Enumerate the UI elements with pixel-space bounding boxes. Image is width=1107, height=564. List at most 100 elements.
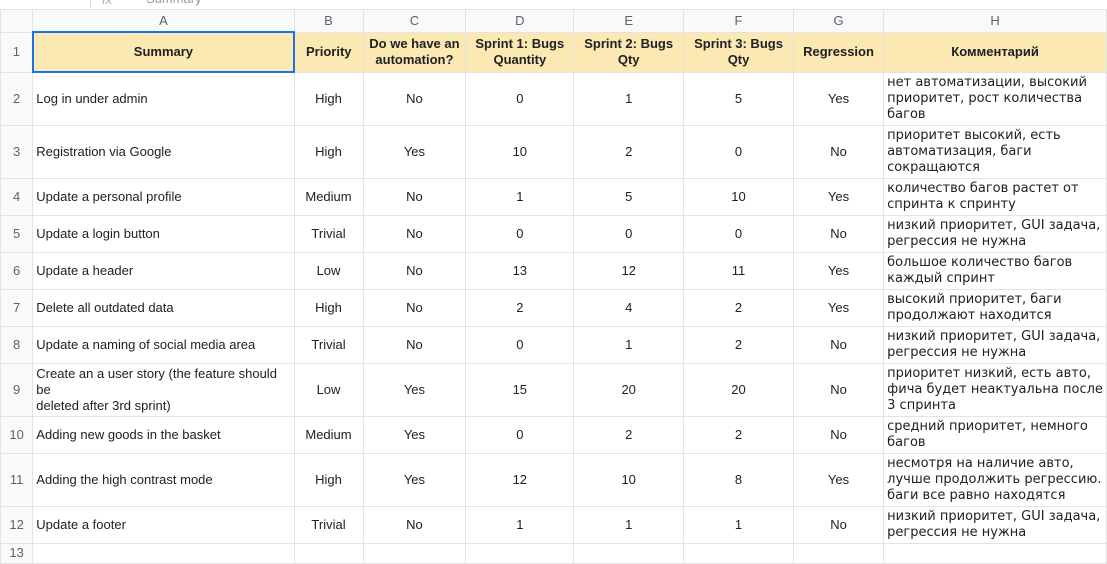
cell-sprint3-bugs[interactable]: 2	[683, 415, 794, 454]
row-header[interactable]: 9	[0, 362, 34, 417]
row-header[interactable]: 2	[0, 71, 34, 126]
cell-sprint3-bugs[interactable]: 2	[683, 325, 794, 364]
cell-automation[interactable]: Yes	[362, 415, 467, 454]
cell-priority[interactable]: High	[293, 124, 364, 179]
row-header[interactable]: 1	[0, 31, 34, 73]
header-cell-regression[interactable]: Regression	[792, 31, 885, 73]
cell-regression[interactable]: Yes	[792, 251, 885, 290]
cell-sprint1-bugs[interactable]: 0	[465, 325, 575, 364]
cell-summary[interactable]: Create an a user story (the feature shou…	[32, 362, 295, 417]
cell-sprint2-bugs[interactable]: 10	[573, 452, 685, 507]
cell-priority[interactable]: High	[293, 71, 364, 126]
cell-automation[interactable]: No	[362, 251, 467, 290]
cell-priority[interactable]	[293, 542, 364, 564]
name-box[interactable]	[0, 0, 91, 8]
row-header[interactable]: 13	[0, 542, 34, 564]
cell-regression[interactable]: Yes	[792, 177, 885, 216]
cell-sprint2-bugs[interactable]: 1	[573, 71, 685, 126]
row-header[interactable]: 11	[0, 452, 34, 507]
cell-automation[interactable]: No	[362, 288, 467, 327]
cell-sprint3-bugs[interactable]: 0	[683, 124, 794, 179]
cell-sprint3-bugs[interactable]: 2	[683, 288, 794, 327]
cell-sprint1-bugs[interactable]: 12	[465, 452, 575, 507]
cell-sprint1-bugs[interactable]: 0	[465, 214, 575, 253]
cell-summary[interactable]: Update a footer	[32, 505, 295, 544]
column-header-b[interactable]: B	[293, 9, 364, 33]
cell-sprint3-bugs[interactable]: 11	[683, 251, 794, 290]
cell-sprint2-bugs[interactable]: 20	[573, 362, 685, 417]
cell-automation[interactable]: No	[362, 214, 467, 253]
cell-priority[interactable]: Low	[293, 362, 364, 417]
cell-regression[interactable]: No	[792, 325, 885, 364]
cell-comment[interactable]: низкий приоритет, GUI задача, регрессия н…	[883, 325, 1107, 364]
cell-sprint3-bugs[interactable]: 0	[683, 214, 794, 253]
row-header[interactable]: 12	[0, 505, 34, 544]
cell-summary[interactable]: Adding the high contrast mode	[32, 452, 295, 507]
cell-comment[interactable]: средний приоритет, немного багов	[883, 415, 1107, 454]
cell-summary[interactable]: Update a naming of social media area	[32, 325, 295, 364]
cell-sprint2-bugs[interactable]: 1	[573, 325, 685, 364]
cell-regression[interactable]: No	[792, 362, 885, 417]
cell-regression[interactable]	[792, 542, 885, 564]
row-header[interactable]: 7	[0, 288, 34, 327]
cell-summary[interactable]	[32, 542, 295, 564]
cell-comment[interactable]: низкий приоритет, GUI задача, регрессия н…	[883, 214, 1107, 253]
cell-comment[interactable]: нет автоматизации, высокий приоритет, рос…	[883, 71, 1107, 126]
formula-input[interactable]: Summary	[146, 0, 202, 6]
cell-sprint2-bugs[interactable]: 5	[573, 177, 685, 216]
cell-priority[interactable]: High	[293, 288, 364, 327]
cell-automation[interactable]: No	[362, 325, 467, 364]
cell-sprint1-bugs[interactable]: 13	[465, 251, 575, 290]
cell-sprint2-bugs[interactable]	[573, 542, 685, 564]
column-header-e[interactable]: E	[573, 9, 685, 33]
row-header[interactable]: 8	[0, 325, 34, 364]
cell-sprint2-bugs[interactable]: 0	[573, 214, 685, 253]
cell-sprint2-bugs[interactable]: 1	[573, 505, 685, 544]
cell-regression[interactable]: Yes	[792, 288, 885, 327]
cell-summary[interactable]: Update a header	[32, 251, 295, 290]
cell-comment[interactable]: количество багов растет от спринта к спри…	[883, 177, 1107, 216]
cell-priority[interactable]: Trivial	[293, 214, 364, 253]
header-cell-automation[interactable]: Do we have an automation?	[362, 31, 467, 73]
cell-automation[interactable]: No	[362, 177, 467, 216]
cell-comment[interactable]: большое количество багов каждый спринт	[883, 251, 1107, 290]
row-header[interactable]: 5	[0, 214, 34, 253]
row-header[interactable]: 3	[0, 124, 34, 179]
cell-comment[interactable]: высокий приоритет, баги продолжают находи…	[883, 288, 1107, 327]
cell-regression[interactable]: Yes	[792, 452, 885, 507]
cell-sprint1-bugs[interactable]: 10	[465, 124, 575, 179]
cell-regression[interactable]: No	[792, 505, 885, 544]
cell-comment[interactable]: приоритет высокий, есть автоматизация, ба…	[883, 124, 1107, 179]
cell-sprint1-bugs[interactable]: 1	[465, 177, 575, 216]
cell-priority[interactable]: Trivial	[293, 505, 364, 544]
cell-comment[interactable]: несмотря на наличие авто, лучше продолжит…	[883, 452, 1107, 507]
cell-priority[interactable]: High	[293, 452, 364, 507]
cell-automation[interactable]: No	[362, 505, 467, 544]
cell-sprint2-bugs[interactable]: 4	[573, 288, 685, 327]
column-header-d[interactable]: D	[465, 9, 575, 33]
cell-sprint1-bugs[interactable]	[465, 542, 575, 564]
cell-sprint1-bugs[interactable]: 0	[465, 71, 575, 126]
cell-priority[interactable]: Medium	[293, 177, 364, 216]
cell-regression[interactable]: No	[792, 214, 885, 253]
cell-sprint1-bugs[interactable]: 1	[465, 505, 575, 544]
cell-summary[interactable]: Update a personal profile	[32, 177, 295, 216]
column-header-h[interactable]: H	[883, 9, 1107, 33]
header-cell-priority[interactable]: Priority	[293, 31, 364, 73]
cell-summary[interactable]: Log in under admin	[32, 71, 295, 126]
cell-automation[interactable]: Yes	[362, 362, 467, 417]
select-all-corner[interactable]	[0, 9, 34, 33]
cell-sprint2-bugs[interactable]: 2	[573, 415, 685, 454]
cell-summary[interactable]: Delete all outdated data	[32, 288, 295, 327]
cell-sprint2-bugs[interactable]: 2	[573, 124, 685, 179]
column-header-g[interactable]: G	[792, 9, 885, 33]
column-header-f[interactable]: F	[683, 9, 794, 33]
cell-priority[interactable]: Trivial	[293, 325, 364, 364]
cell-regression[interactable]: No	[792, 415, 885, 454]
header-cell-sprint2[interactable]: Sprint 2: Bugs Qty	[573, 31, 685, 73]
header-cell-sprint1[interactable]: Sprint 1: Bugs Quantity	[465, 31, 575, 73]
row-header[interactable]: 4	[0, 177, 34, 216]
cell-summary[interactable]: Registration via Google	[32, 124, 295, 179]
cell-sprint3-bugs[interactable]: 8	[683, 452, 794, 507]
cell-regression[interactable]: No	[792, 124, 885, 179]
